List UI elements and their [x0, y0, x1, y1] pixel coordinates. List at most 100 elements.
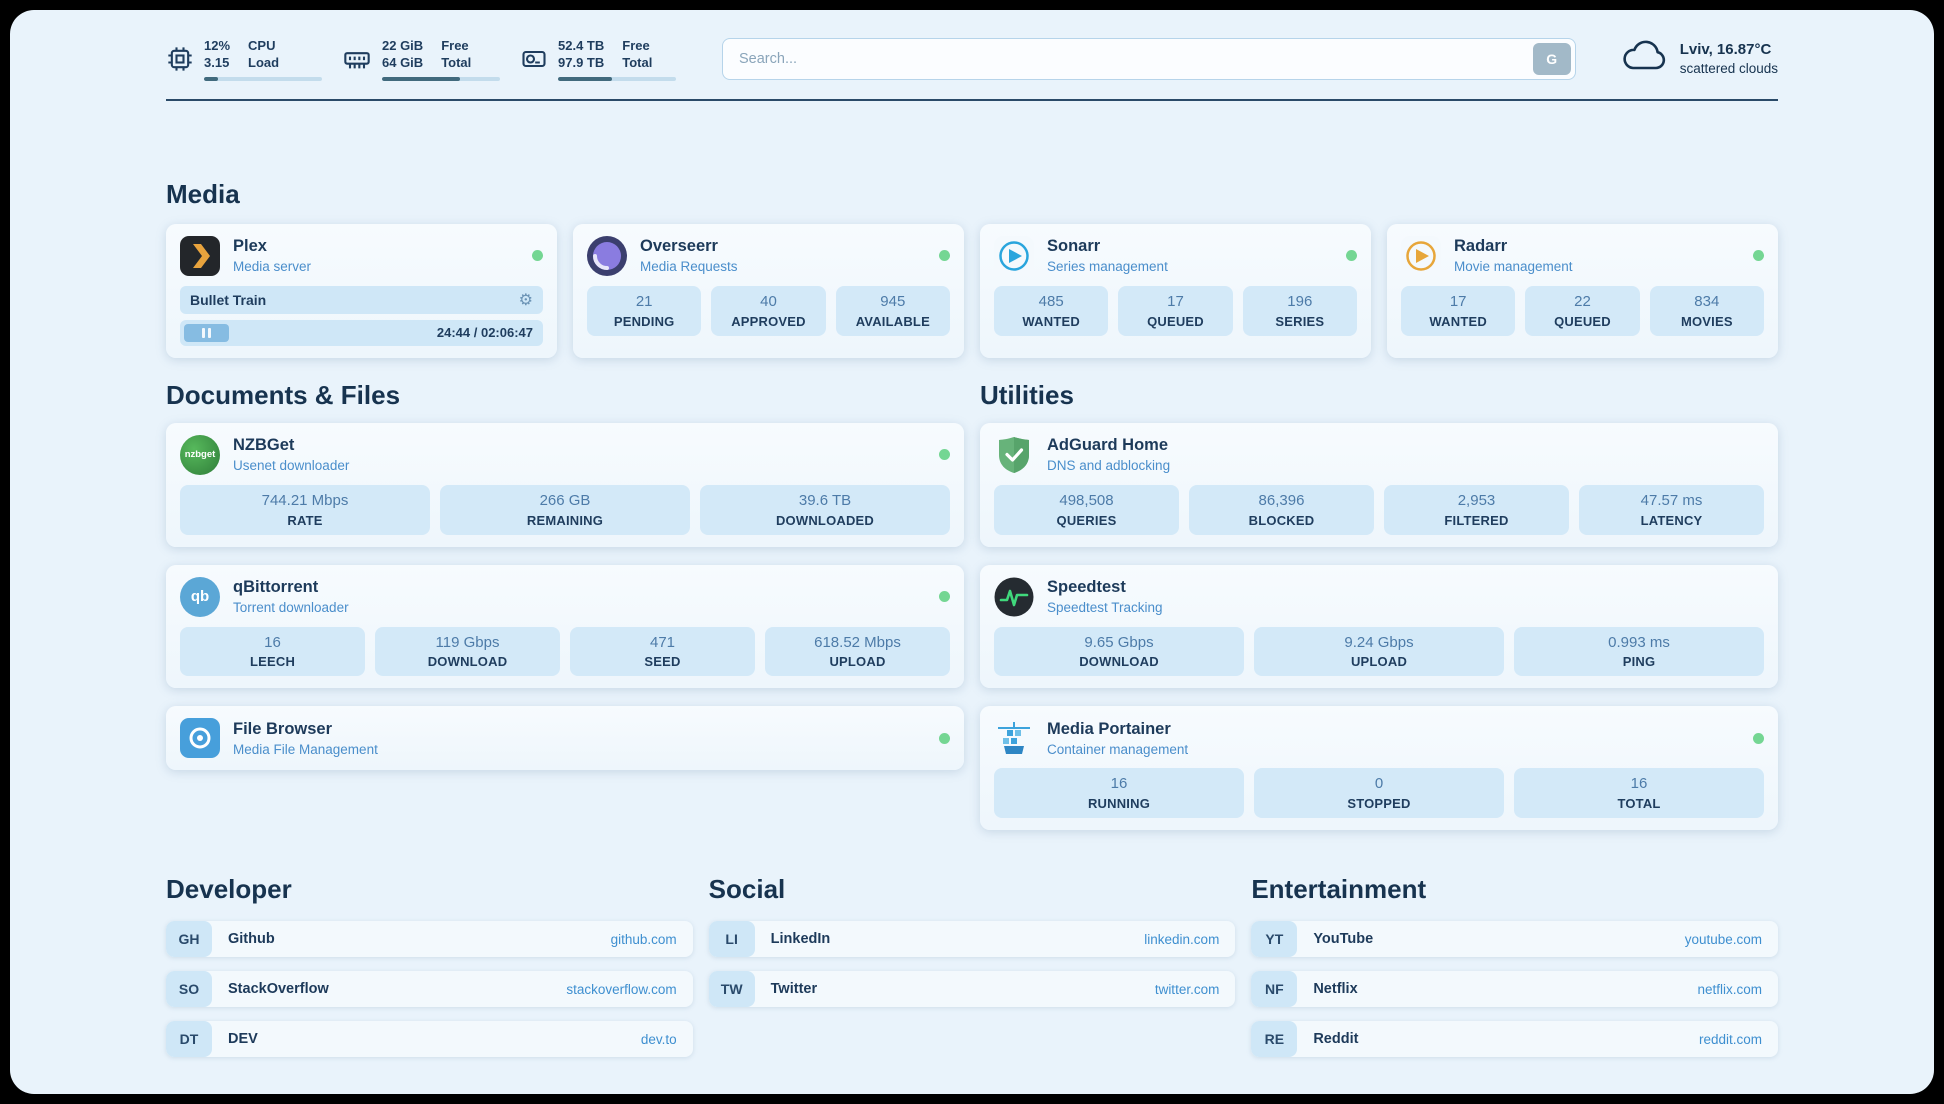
- section-documents: Documents & Files nzbget NZBGet Usenet d…: [166, 380, 964, 830]
- bookmark-abbr: NF: [1251, 971, 1298, 1008]
- bookmark-url[interactable]: github.com: [610, 931, 677, 947]
- stat-tile: 834 MOVIES: [1649, 285, 1764, 336]
- stat-tile: 2,953 FILTERED: [1384, 484, 1569, 535]
- settings-gear-icon[interactable]: ⚙: [518, 291, 533, 309]
- status-dot: [939, 449, 950, 461]
- stat-tile: 22 QUEUED: [1525, 285, 1640, 336]
- weather-condition: scattered clouds: [1679, 61, 1778, 77]
- status-dot: [939, 732, 950, 744]
- bookmark-stackoverflow[interactable]: SO StackOverflow stackoverflow.com: [166, 971, 693, 1008]
- service-name: NZBGet: [233, 436, 295, 455]
- service-card-sonarr[interactable]: Sonarr Series management 485 WANTED 17 Q…: [980, 223, 1371, 358]
- bookmark-linkedin[interactable]: LI LinkedIn linkedin.com: [708, 921, 1236, 958]
- bookmark-abbr: SO: [166, 971, 212, 1008]
- dashboard-panel: 12% 3.15 CPU Load: [10, 10, 1934, 1094]
- service-card-overseerr[interactable]: Overseerr Media Requests 21 PENDING 40 A…: [573, 223, 964, 358]
- stat-tile: 485 WANTED: [994, 285, 1109, 336]
- bookmark-url[interactable]: dev.to: [640, 1031, 677, 1047]
- service-card-media-portainer[interactable]: Media Portainer Container management 16 …: [980, 706, 1778, 831]
- service-card-nzbget[interactable]: nzbget NZBGet Usenet downloader 744.21 M…: [166, 422, 964, 547]
- bookmark-name: Twitter: [770, 981, 818, 998]
- bookmark-name: StackOverflow: [228, 981, 329, 998]
- search-input[interactable]: [722, 38, 1576, 81]
- status-dot: [939, 250, 950, 262]
- service-card-plex[interactable]: Plex Media server Bullet Train ⚙ 24:44 /…: [166, 223, 557, 358]
- service-name: Speedtest: [1047, 578, 1126, 597]
- bookmark-twitter[interactable]: TW Twitter twitter.com: [708, 971, 1236, 1008]
- qbittorrent-icon: qb: [180, 576, 220, 617]
- service-subtitle: Media server: [233, 259, 312, 275]
- service-name: qBittorrent: [233, 578, 319, 597]
- bookmark-name: DEV: [228, 1031, 258, 1048]
- load-label: Load: [248, 54, 280, 70]
- weather-widget: Lviv, 16.87°C scattered clouds: [1622, 40, 1778, 79]
- service-card-file-browser[interactable]: File Browser Media File Management: [166, 706, 964, 771]
- cloud-icon: [1622, 40, 1668, 79]
- stat-tile: 17 WANTED: [1401, 285, 1516, 336]
- ram-total-value: 64 GiB: [382, 54, 424, 70]
- bookmark-abbr: GH: [166, 921, 212, 958]
- service-subtitle: Container management: [1047, 741, 1189, 757]
- stat-tile: 0 STOPPED: [1254, 768, 1504, 819]
- service-subtitle: DNS and adblocking: [1047, 458, 1171, 474]
- bookmark-url[interactable]: stackoverflow.com: [566, 981, 677, 997]
- section-title-social: Social: [708, 874, 786, 905]
- service-subtitle: Speedtest Tracking: [1047, 599, 1163, 615]
- service-name: Overseerr: [640, 237, 718, 256]
- bookmark-abbr: YT: [1251, 921, 1298, 958]
- file-browser-icon: [180, 718, 220, 759]
- stat-tile: 9.24 Gbps UPLOAD: [1254, 626, 1504, 677]
- service-subtitle: Media File Management: [233, 741, 378, 757]
- hard-drive-icon: [520, 45, 548, 73]
- stat-tile: 9.65 Gbps DOWNLOAD: [994, 626, 1244, 677]
- service-subtitle: Series management: [1047, 259, 1168, 275]
- stat-tile: 471 SEED: [570, 626, 755, 677]
- stat-tile: 119 Gbps DOWNLOAD: [375, 626, 560, 677]
- pause-icon[interactable]: [184, 323, 230, 342]
- bookmark-netflix[interactable]: NF Netflix netflix.com: [1251, 971, 1778, 1008]
- stat-tile: 16 TOTAL: [1514, 768, 1764, 819]
- bookmark-url[interactable]: youtube.com: [1684, 931, 1762, 947]
- ram-free-value: 22 GiB: [382, 38, 424, 53]
- service-card-adguard-home[interactable]: AdGuard Home DNS and adblocking 498,508 …: [980, 422, 1778, 547]
- bookmark-url[interactable]: reddit.com: [1698, 1031, 1762, 1047]
- service-card-radarr[interactable]: Radarr Movie management 17 WANTED 22 QUE…: [1387, 223, 1778, 358]
- stat-tile: 17 QUEUED: [1118, 285, 1233, 336]
- ram-stick-icon: [342, 45, 372, 73]
- search-engine-button[interactable]: G: [1532, 43, 1571, 76]
- topbar-divider: [166, 98, 1778, 101]
- overseerr-icon: [587, 235, 627, 276]
- ram-free-label: Free: [441, 38, 469, 53]
- bookmark-url[interactable]: linkedin.com: [1144, 931, 1220, 947]
- section-developer: Developer GH Github github.com SO StackO…: [166, 874, 693, 1058]
- service-name: Plex: [233, 237, 267, 256]
- section-social: Social LI LinkedIn linkedin.com TW Twitt…: [708, 874, 1236, 1057]
- stat-tile: 21 PENDING: [587, 285, 702, 336]
- service-card-speedtest[interactable]: Speedtest Speedtest Tracking 9.65 Gbps D…: [980, 564, 1778, 689]
- bookmark-youtube[interactable]: YT YouTube youtube.com: [1251, 921, 1778, 958]
- bookmark-name: Reddit: [1313, 1031, 1359, 1048]
- now-playing-title: Bullet Train: [190, 291, 267, 308]
- bookmark-dev[interactable]: DT DEV dev.to: [166, 1021, 693, 1058]
- service-card-qbittorrent[interactable]: qb qBittorrent Torrent downloader 16: [166, 564, 964, 689]
- bookmark-abbr: RE: [1251, 1021, 1298, 1058]
- bookmark-url[interactable]: twitter.com: [1154, 981, 1220, 997]
- stat-tile: 945 AVAILABLE: [835, 285, 950, 336]
- section-title-documents: Documents & Files: [166, 379, 401, 410]
- weather-location: Lviv, 16.87°C: [1679, 41, 1772, 59]
- status-dot: [1346, 250, 1357, 262]
- stat-tile: 40 APPROVED: [711, 285, 826, 336]
- service-name: Radarr: [1454, 237, 1508, 256]
- bookmark-github[interactable]: GH Github github.com: [166, 921, 693, 958]
- bookmark-url[interactable]: netflix.com: [1697, 981, 1762, 997]
- bookmark-reddit[interactable]: RE Reddit reddit.com: [1251, 1021, 1778, 1058]
- service-subtitle: Torrent downloader: [233, 599, 349, 615]
- disk-progress-bar: [558, 76, 676, 81]
- bookmark-abbr: DT: [166, 1021, 212, 1058]
- bookmark-abbr: TW: [708, 971, 755, 1008]
- status-dot: [1753, 732, 1764, 744]
- section-title-utilities: Utilities: [980, 379, 1074, 410]
- stat-tile: 16 RUNNING: [994, 768, 1244, 819]
- search-bar: G: [722, 38, 1576, 81]
- stat-tile: 744.21 Mbps RATE: [180, 484, 430, 535]
